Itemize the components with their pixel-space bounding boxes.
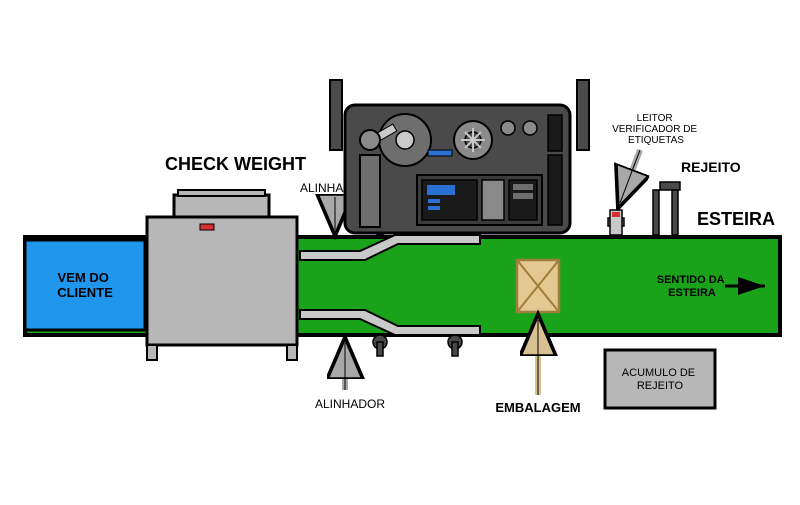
diagram-canvas: SENTIDO DA ESTEIRA ESTEIRA VEM DO CLIENT…: [0, 0, 800, 505]
rejeito-label: REJEITO: [681, 159, 741, 175]
client-source: VEM DO CLIENTE: [25, 240, 145, 330]
check-weight-machine: [147, 190, 297, 360]
svg-text:ALINHADOR: ALINHADOR: [315, 397, 385, 411]
package: [517, 260, 559, 312]
esteira-label: ESTEIRA: [697, 209, 775, 229]
check-weight-label: CHECK WEIGHT: [165, 154, 306, 174]
svg-text:VEM DO CLIENTE: VEM DO CLIENTE: [57, 270, 113, 300]
svg-text:EMBALAGEM: EMBALAGEM: [495, 400, 580, 415]
alinhador-bottom-callout: ALINHADOR: [315, 343, 385, 411]
label-printer: [330, 80, 589, 233]
sentido-l1: SENTIDO DA: [657, 274, 725, 286]
svg-text:LEITOR VERIFICADOR DE: LEITOR VERIFICADOR DE ETIQUETAS: [612, 113, 700, 146]
label-reader-sensor: [608, 210, 624, 235]
sentido-l2: ESTEIRA: [668, 287, 716, 299]
reject-accumulator: ACUMULO DE REJEITO: [605, 350, 715, 408]
reject-pusher: [653, 182, 680, 235]
